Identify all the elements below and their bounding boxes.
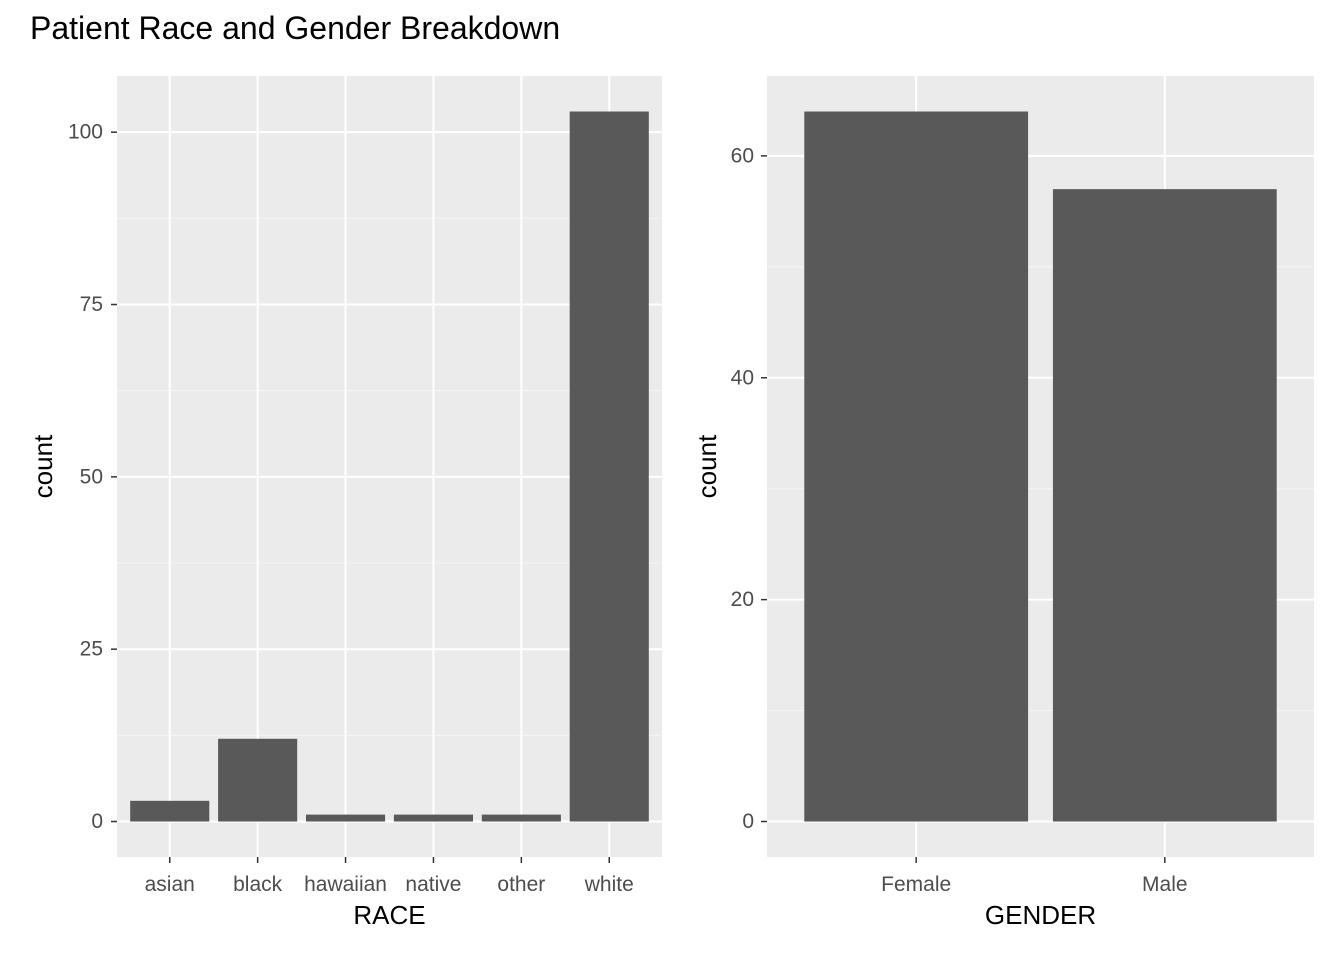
gender-bar-chart: 0 20 40 60 Female Male GENDER count [692, 76, 1314, 930]
race-bar-chart: 0 25 50 75 100 asian black hawaiian native other w… [28, 76, 662, 930]
y-tick-label: 100 [68, 121, 103, 144]
bar-white [569, 111, 649, 822]
bar-asian [130, 800, 210, 822]
x-tick-label: black [233, 873, 283, 896]
y-axis-title: count [692, 434, 722, 498]
bar-female [804, 111, 1029, 822]
y-tick-label: 20 [731, 588, 754, 611]
x-tick-label: hawaiian [304, 873, 387, 896]
x-axis-title: RACE [353, 900, 425, 930]
y-tick-label: 0 [742, 810, 754, 833]
bar-other [481, 814, 561, 822]
x-tick-label: asian [145, 873, 195, 896]
x-tick-label: Male [1142, 873, 1188, 896]
bar-hawaiian [305, 814, 386, 822]
y-tick-label: 25 [80, 638, 103, 661]
x-tick-label: other [497, 873, 545, 896]
y-tick-label: 40 [731, 366, 754, 389]
x-tick-label: white [584, 873, 634, 896]
y-tick-label: 75 [80, 293, 103, 316]
x-tick-label: Female [881, 873, 951, 896]
page-title: Patient Race and Gender Breakdown [30, 10, 561, 46]
y-tick-label: 0 [91, 810, 103, 833]
y-tick-label: 50 [80, 465, 103, 488]
x-axis-title: GENDER [985, 900, 1096, 930]
bar-male [1052, 189, 1277, 822]
y-axis-title: count [28, 434, 58, 498]
y-tick-label: 60 [731, 144, 754, 167]
x-tick-label: native [405, 873, 461, 896]
bar-black [218, 738, 298, 822]
bar-native [393, 814, 474, 822]
